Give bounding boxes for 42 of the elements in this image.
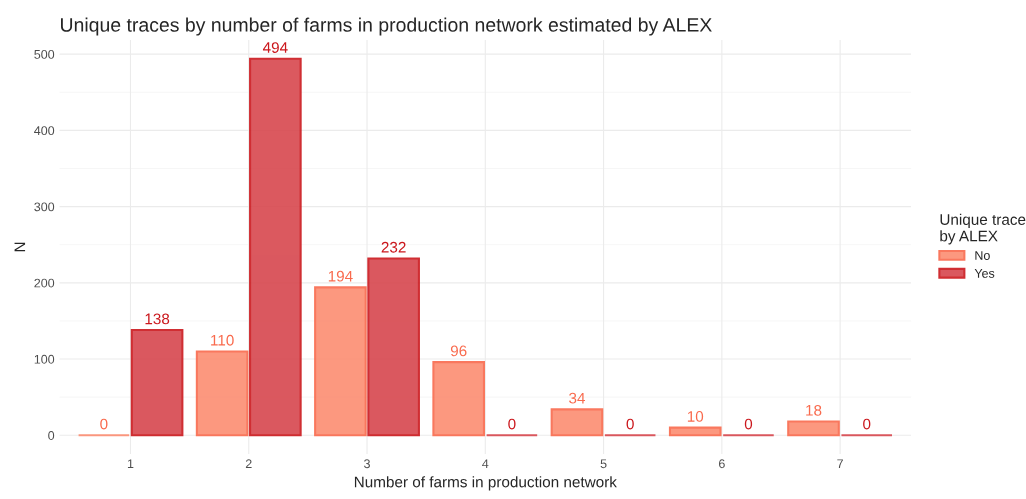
bar	[314, 286, 367, 437]
bar	[195, 350, 249, 437]
data-label: 0	[508, 418, 516, 430]
data-label: 0	[863, 418, 871, 430]
x-axis-title: Number of farms in production network	[354, 476, 617, 491]
y-axis-title: N	[14, 242, 26, 252]
x-tick-label: 5	[600, 459, 607, 469]
y-tick-label: 100	[34, 354, 55, 364]
bar	[668, 426, 722, 437]
x-tick-label: 1	[127, 459, 134, 469]
data-label: 0	[744, 418, 753, 430]
x-tick-label: 4	[482, 459, 489, 469]
x-tick-label: 3	[364, 459, 370, 469]
data-label: 494	[262, 42, 288, 53]
bar	[432, 361, 486, 437]
data-label: 96	[450, 345, 467, 357]
legend-title: Unique trace by ALEX	[940, 213, 1026, 245]
data-label: 10	[687, 411, 704, 422]
bar	[550, 408, 604, 437]
bar	[130, 329, 184, 437]
chart-title: Unique traces by number of farms in production network estimated by ALEX	[61, 17, 712, 36]
y-tick-label: 200	[34, 278, 55, 288]
data-label: 138	[145, 313, 170, 325]
legend-label: Yes	[974, 269, 995, 278]
legend-label: No	[975, 251, 990, 260]
bar	[249, 57, 302, 437]
data-label: 232	[381, 241, 406, 253]
bar	[787, 420, 840, 437]
x-tick-label: 2	[245, 459, 252, 469]
data-label: 110	[211, 334, 234, 346]
y-tick-label: 500	[34, 49, 55, 59]
x-tick-label: 6	[719, 459, 725, 469]
y-tick-label: 300	[34, 202, 55, 212]
data-label: 194	[328, 270, 353, 282]
data-label: 0	[100, 418, 108, 430]
data-label: 0	[626, 418, 634, 430]
bar	[367, 257, 420, 437]
x-tick-label: 7	[837, 459, 843, 469]
data-label: 18	[806, 404, 822, 416]
y-tick-label: 400	[34, 126, 55, 136]
data-label: 34	[569, 392, 586, 404]
y-tick-label: 0	[48, 431, 55, 440]
